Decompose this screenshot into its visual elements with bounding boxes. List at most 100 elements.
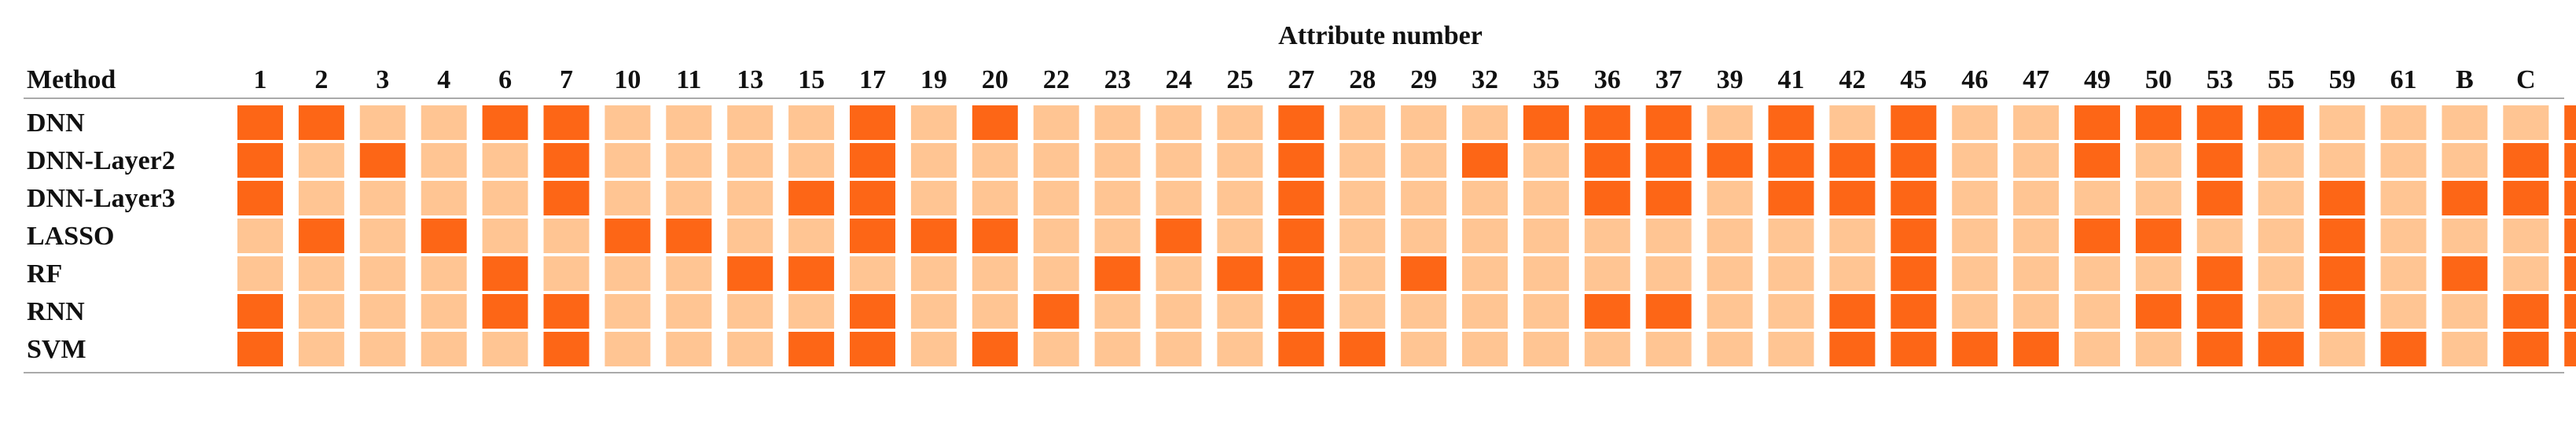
heatmap-cell [1829, 219, 1876, 253]
heatmap-cell [1401, 332, 1447, 366]
column-label: 53 [2207, 65, 2233, 94]
heatmap-cell [1523, 294, 1569, 329]
heatmap-cell [2564, 143, 2576, 178]
heatmap-cell [1645, 332, 1692, 366]
heatmap-cell [1217, 143, 1263, 178]
heatmap-cell [1278, 332, 1325, 366]
heatmap-cell [727, 219, 774, 253]
column-label: 19 [921, 65, 947, 94]
column-label: 22 [1043, 65, 1070, 94]
heatmap-cell [1217, 332, 1263, 366]
heatmap-cell [421, 105, 467, 140]
heatmap-cell [1033, 294, 1079, 329]
heatmap-cell [1584, 143, 1630, 178]
heatmap-cell [2074, 256, 2120, 291]
heatmap-cell [604, 143, 651, 178]
heatmap-cell [604, 332, 651, 366]
heatmap-cell [1462, 105, 1508, 140]
heatmap-cell [2013, 105, 2060, 140]
heatmap-cell [1829, 181, 1876, 215]
heatmap-cell [604, 219, 651, 253]
heatmap-cell [1645, 219, 1692, 253]
chart-title: Attribute number [1278, 21, 1483, 50]
column-label: 35 [1533, 65, 1560, 94]
heatmap-cell [359, 294, 406, 329]
heatmap-cell [2319, 181, 2365, 215]
heatmap-cell [850, 219, 895, 253]
heatmap-cell [2564, 294, 2576, 329]
heatmap-cell [2380, 143, 2427, 178]
heatmap-cell [1278, 181, 1325, 215]
heatmap-cell [972, 256, 1018, 291]
column-label: 17 [859, 65, 886, 94]
heatmap-cell [1768, 256, 1814, 291]
heatmap-cell [1401, 143, 1447, 178]
heatmap-cell [2135, 105, 2181, 140]
heatmap-cell [1707, 143, 1753, 178]
heatmap-cell [972, 332, 1018, 366]
heatmap-cell [850, 181, 895, 215]
heatmap-cell [2013, 256, 2060, 291]
heatmap-cell [1156, 181, 1202, 215]
column-label: 59 [2329, 65, 2356, 94]
column-label: 23 [1104, 65, 1131, 94]
heatmap-cell [1339, 256, 1386, 291]
column-label: 13 [737, 65, 763, 94]
heatmap-cell [910, 105, 957, 140]
heatmap-cell [2074, 105, 2120, 140]
heatmap-cell [543, 105, 590, 140]
heatmap-cell [666, 256, 712, 291]
heatmap-cell [2196, 332, 2243, 366]
heatmap-cell [1891, 105, 1937, 140]
heatmap-cell [2442, 219, 2488, 253]
heatmap-cell [972, 181, 1018, 215]
column-label: 7 [560, 65, 573, 94]
heatmap-cell [2196, 181, 2243, 215]
heatmap-cell [1952, 332, 1998, 366]
heatmap-cell [2258, 181, 2304, 215]
heatmap-cell [2380, 332, 2427, 366]
column-label: 29 [1410, 65, 1437, 94]
heatmap-cell [2074, 181, 2120, 215]
heatmap-cell [2135, 219, 2181, 253]
heatmap-cell [788, 256, 835, 291]
heatmap-cell [1707, 219, 1753, 253]
row-label: RF [27, 259, 62, 289]
heatmap-cell [1523, 256, 1569, 291]
row-label: DNN [27, 108, 85, 138]
heatmap-cell [298, 219, 344, 253]
heatmap-cell [237, 181, 283, 215]
heatmap-cell [2503, 256, 2549, 291]
heatmap-cell [2135, 256, 2181, 291]
heatmap-cell [1952, 219, 1998, 253]
heatmap-cell [237, 256, 283, 291]
heatmap-cell [1768, 181, 1814, 215]
heatmap-cell [1401, 294, 1447, 329]
heatmap-cell [972, 294, 1018, 329]
heatmap-cell [1156, 256, 1202, 291]
heatmap-cell [850, 105, 895, 140]
column-label: 1 [254, 65, 267, 94]
heatmap-cell [1952, 181, 1998, 215]
column-label: 32 [1472, 65, 1498, 94]
heatmap-cell [2196, 105, 2243, 140]
heatmap-cell [788, 143, 835, 178]
row-labels: DNN DNN-Layer2 DNN-Layer3 LASSO RF RNN SVM [27, 108, 175, 364]
heatmap-cell [1401, 181, 1447, 215]
heatmap-cell [543, 332, 590, 366]
heatmap-cell [2564, 332, 2576, 366]
heatmap-cell [2380, 219, 2427, 253]
heatmap-cell [1768, 143, 1814, 178]
column-label: C [2516, 65, 2536, 94]
heatmap-cell [298, 143, 344, 178]
heatmap-cell [482, 105, 528, 140]
heatmap-cell [2319, 219, 2365, 253]
heatmap-cell [2564, 181, 2576, 215]
column-label: 28 [1349, 65, 1376, 94]
column-label: 42 [1839, 65, 1865, 94]
heatmap-cell [727, 105, 774, 140]
row-header: Method [27, 65, 116, 94]
heatmap-cell [2442, 143, 2488, 178]
column-label: 50 [2145, 65, 2172, 94]
